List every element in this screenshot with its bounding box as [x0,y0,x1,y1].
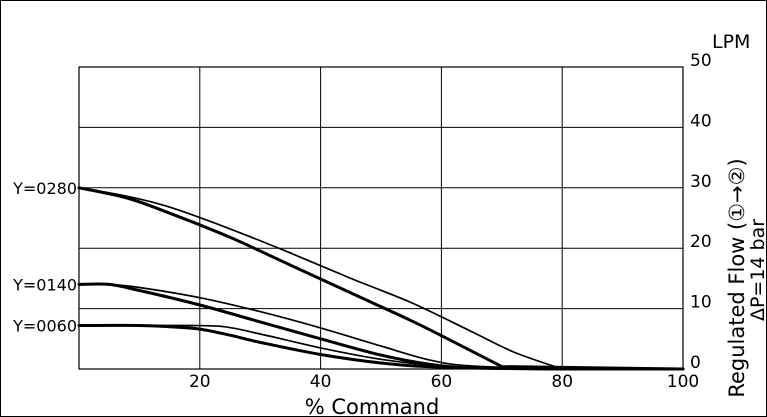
y-tick-label: 40 [690,111,712,131]
x-tick-label: 40 [310,372,332,392]
y-tick-label: 30 [690,172,712,192]
series-label: Y=0140 [12,275,77,294]
x-axis-label: % Command [305,395,440,417]
series-curve [77,186,685,371]
series-label: Y=0280 [12,179,77,198]
grid [78,66,684,370]
series-label: Y=0060 [12,317,77,336]
x-tick-label: 60 [431,372,453,392]
y-tick-label: 50 [690,51,712,71]
curves [77,186,685,371]
x-tick-label: 80 [551,372,573,392]
x-tick-label: 20 [189,372,211,392]
y-tick-label: 20 [690,232,712,252]
unit-label: LPM [712,31,750,53]
y-tick-label: 0 [690,353,701,373]
x-tick-label: 100 [667,372,699,392]
y-axis-sublabel: ΔP=14 bar [747,219,767,321]
y-axis-label: Regulated Flow (①→②) [725,158,749,397]
series-curve [77,323,685,371]
series-curve [78,186,684,370]
y-tick-label: 10 [690,293,712,313]
plot-frame [78,66,684,370]
